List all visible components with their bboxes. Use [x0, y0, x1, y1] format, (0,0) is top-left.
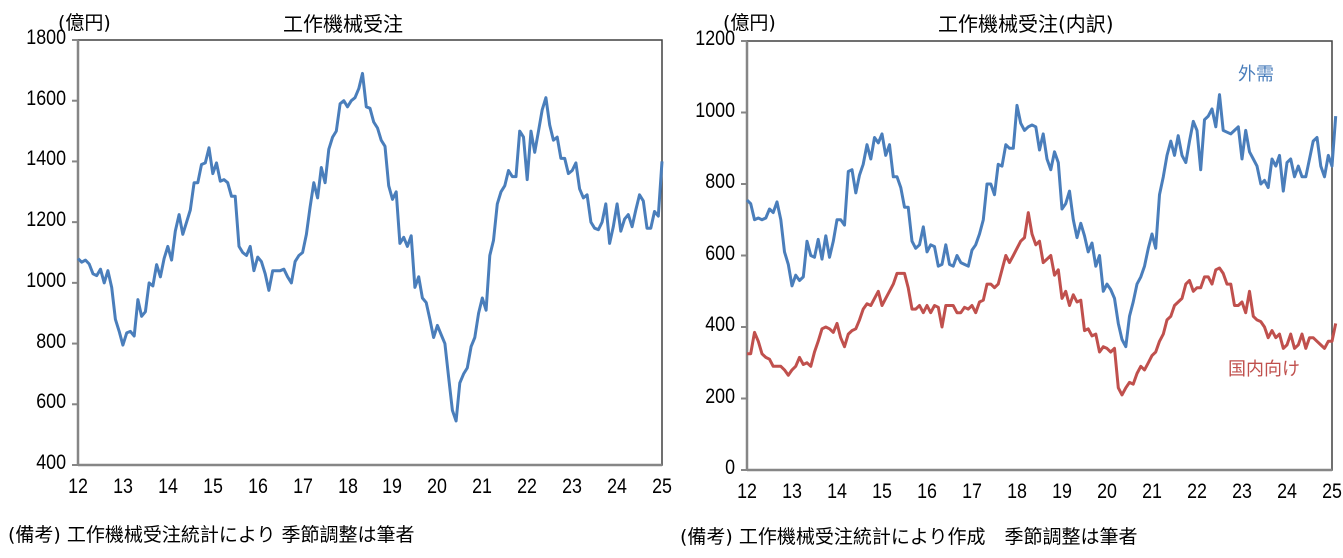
x-tick-label: 25 — [1322, 480, 1342, 503]
left-chart-note: (備考) 工作機械受注統計により 季節調整は筆者 — [8, 524, 415, 546]
right-chart-title: 工作機械受注(内訳) — [938, 12, 1114, 36]
series-label-domestic: 国内向け — [1228, 359, 1300, 380]
y-tick-label: 0 — [725, 456, 735, 479]
x-tick-label: 22 — [517, 475, 538, 498]
x-tick-label: 18 — [337, 475, 358, 498]
y-tick-label: 400 — [36, 451, 66, 474]
x-tick-label: 21 — [1142, 480, 1162, 503]
y-tick-label: 1200 — [26, 208, 66, 232]
x-tick-label: 16 — [247, 475, 268, 498]
x-tick-label: 19 — [382, 475, 403, 498]
left-chart-panel: (億円) 工作機械受注 400 600 800 1000 1200 1400 1600 180… — [0, 0, 672, 558]
y-tick-label: 1600 — [26, 86, 66, 110]
x-tick-label: 14 — [827, 480, 847, 503]
y-tick-label: 800 — [705, 170, 735, 193]
y-tick-label: 600 — [36, 390, 66, 414]
series-line — [76, 71, 664, 423]
y-tick-label: 400 — [705, 313, 735, 336]
series-label-foreign: 外需 — [1238, 64, 1274, 85]
y-tick-label: 200 — [705, 384, 735, 408]
x-tick-label: 23 — [562, 475, 583, 498]
x-tick-label: 14 — [157, 475, 178, 498]
x-tick-label: 25 — [652, 475, 672, 498]
left-chart-title: 工作機械受注 — [283, 12, 403, 36]
x-tick-label: 13 — [782, 480, 802, 503]
x-tick-label: 23 — [1232, 480, 1252, 503]
right-y-unit-label: (億円) — [723, 12, 776, 34]
x-tick-label: 13 — [112, 475, 133, 498]
x-tick-label: 12 — [737, 480, 757, 503]
x-tick-label: 16 — [917, 480, 937, 503]
x-tick-label: 15 — [202, 475, 223, 498]
y-tick-label: 1400 — [26, 147, 66, 171]
left-y-unit-label: (億円) — [58, 12, 111, 34]
x-tick-label: 20 — [427, 475, 448, 498]
x-tick-label: 24 — [607, 475, 627, 498]
x-tick-label: 17 — [292, 475, 313, 498]
y-tick-label: 1000 — [26, 268, 66, 292]
right-chart-panel: (億円) 工作機械受注(内訳) 外需 国内向け 0 200 400 600 800 100… — [670, 0, 1343, 558]
y-tick-label: 1200 — [695, 27, 735, 50]
y-tick-label: 1800 — [26, 26, 66, 49]
x-tick-label: 21 — [472, 475, 493, 498]
x-tick-label: 20 — [1097, 480, 1117, 503]
y-tick-label: 1000 — [695, 98, 735, 122]
x-tick-label: 24 — [1277, 480, 1297, 503]
right-chart-note: (備考) 工作機械受注統計により作成 季節調整は筆者 — [680, 526, 1138, 548]
x-tick-label: 15 — [872, 480, 892, 503]
x-tick-label: 18 — [1007, 480, 1027, 503]
series-line — [745, 93, 1338, 349]
y-tick-label: 800 — [36, 329, 66, 353]
left-chart-plot — [72, 39, 664, 467]
x-tick-label: 12 — [68, 475, 88, 498]
plot-frame — [746, 40, 1333, 471]
right-chart-plot — [741, 40, 1338, 472]
x-tick-label: 22 — [1187, 480, 1207, 503]
series-line — [747, 211, 1338, 397]
y-tick-label: 600 — [705, 241, 735, 265]
x-tick-label: 19 — [1052, 480, 1072, 503]
x-tick-label: 17 — [962, 480, 982, 503]
